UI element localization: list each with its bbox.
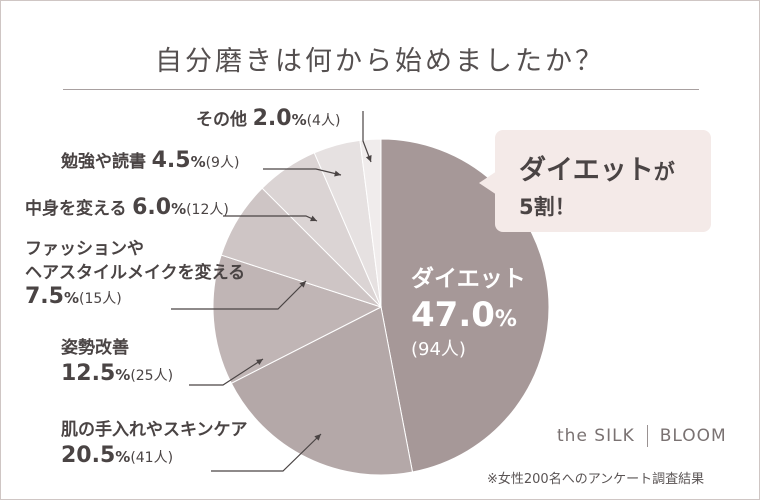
callout-line1-small: が [653, 160, 675, 184]
brand-separator [646, 425, 648, 447]
diet-name: ダイエット [411, 266, 526, 292]
callout-pointer [479, 171, 497, 195]
pie-slice-other [359, 138, 382, 308]
leader-line-study [263, 168, 342, 176]
study-count: (9人) [205, 155, 240, 171]
leader-arrow-study [334, 170, 341, 177]
skincare-count: (41人) [130, 450, 174, 466]
leader-arrow-skincare [314, 434, 321, 441]
other-unit: % [291, 111, 307, 129]
leader-line-other [362, 111, 372, 163]
slice-label-fashion: ファッションや ヘアスタイルメイクを変える 7.5%(15人) [25, 237, 245, 311]
leader-arrow-fashion [299, 281, 306, 288]
other-percent: 2.0 [252, 106, 292, 131]
body-unit: % [171, 200, 187, 218]
study-percent: 4.5 [151, 148, 191, 173]
fashion-count: (15人) [79, 291, 122, 307]
pie-slice-posture [212, 254, 383, 384]
posture-percent: 12.5 [61, 361, 116, 386]
diet-percent: 47.0 [411, 295, 495, 335]
slice-label-posture: 姿勢改善 12.5%(25人) [61, 335, 173, 389]
skincare-name: 肌の手入れやスキンケア [61, 420, 248, 440]
skincare-percent: 20.5 [61, 443, 116, 468]
callout-bubble: ダイエットが 5割！ [495, 130, 711, 232]
brand-left: the SILK [557, 426, 635, 446]
slice-label-diet: ダイエット 47.0% (94人) [411, 259, 526, 361]
leader-arrow-body [310, 215, 317, 222]
callout-line2: 5割！ [519, 195, 576, 219]
leader-line-posture [189, 358, 264, 386]
posture-unit: % [115, 366, 131, 384]
body-percent: 6.0 [132, 195, 172, 220]
body-name: 中身を変える [25, 199, 127, 219]
slice-label-skincare: 肌の手入れやスキンケア 20.5%(41人) [61, 417, 248, 471]
slice-label-study: 勉強や読書 4.5%(9人) [61, 147, 239, 173]
leader-arrow-other [365, 155, 372, 162]
leader-arrow-posture [256, 359, 263, 365]
footnote: ※女性200名へのアンケート調査結果 [487, 472, 705, 487]
fashion-unit: % [63, 289, 80, 307]
leader-line-fashion [171, 280, 307, 310]
fashion-percent: 7.5 [25, 284, 64, 309]
callout-text: ダイエットが 5割！ [519, 148, 675, 221]
other-count: (4人) [306, 113, 341, 129]
other-name: その他 [196, 110, 247, 130]
diet-count: (94人) [411, 339, 466, 360]
chart-title: 自分磨きは何から始めましたか？ [155, 46, 605, 77]
leader-line-skincare [211, 433, 322, 472]
fashion-name-line2: ヘアスタイルメイクを変える [25, 263, 246, 283]
diet-unit: % [494, 307, 517, 332]
slice-label-body: 中身を変える 6.0%(12人) [25, 194, 229, 220]
fashion-name-line1: ファッションや [25, 239, 144, 259]
posture-count: (25人) [130, 368, 174, 384]
study-unit: % [190, 153, 206, 171]
title-divider [63, 89, 699, 90]
posture-name: 姿勢改善 [61, 338, 129, 358]
slice-label-other: その他 2.0%(4人) [196, 105, 340, 131]
brand-right: BLOOM [659, 426, 727, 446]
body-count: (12人) [186, 202, 229, 218]
study-name: 勉強や読書 [61, 152, 146, 172]
skincare-unit: % [115, 448, 131, 466]
brand-logo: the SILK BLOOM [557, 425, 727, 447]
callout-line1-big: ダイエット [519, 155, 654, 186]
pie-slice-skincare [230, 306, 414, 476]
